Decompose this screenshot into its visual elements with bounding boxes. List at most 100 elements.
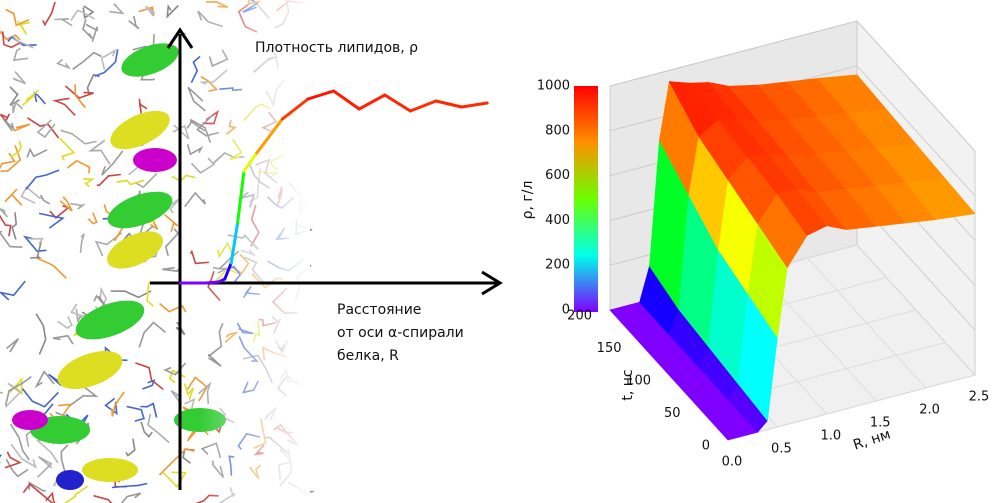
bond: [129, 16, 139, 29]
bond: [43, 2, 55, 25]
bond: [0, 231, 22, 247]
bond: [58, 316, 72, 328]
bond: [38, 457, 52, 478]
bond: [167, 6, 178, 17]
bond: [0, 455, 1, 464]
bond: [163, 472, 185, 487]
bond: [26, 170, 59, 189]
bond: [5, 189, 22, 205]
curve-segment: [385, 95, 411, 111]
bond: [109, 4, 122, 14]
y-tick-label: 150: [597, 341, 622, 356]
x-tick-label: 2.5: [969, 390, 990, 405]
bond: [8, 37, 37, 45]
bond: [11, 444, 35, 467]
bond: [14, 124, 30, 131]
bond: [71, 10, 95, 20]
density-label: Плотность липидов, ρ: [255, 40, 418, 56]
helix: [12, 37, 226, 490]
figure: Плотность липидов, ρ Расстояние от оси α…: [0, 0, 992, 503]
bond: [94, 496, 120, 503]
curve-segment: [462, 103, 488, 107]
z-tick-label: 1000: [537, 79, 570, 94]
bond: [142, 380, 154, 389]
bond: [0, 389, 3, 400]
curve-segment: [308, 91, 334, 99]
bond: [67, 161, 89, 174]
bond: [127, 407, 144, 422]
bond: [102, 151, 123, 175]
y-tick-label: 50: [664, 406, 681, 421]
bond: [61, 130, 97, 144]
bond: [7, 339, 19, 352]
bond: [83, 19, 92, 38]
curve-segment: [359, 95, 385, 109]
bond: [148, 414, 169, 443]
bond: [23, 484, 55, 503]
bond: [188, 144, 202, 154]
bond: [0, 145, 20, 171]
bond: [126, 439, 135, 456]
bond: [46, 493, 61, 503]
bond: [35, 93, 46, 104]
bond: [135, 174, 157, 188]
bond: [1, 281, 25, 300]
bond: [135, 363, 163, 389]
bond: [69, 387, 96, 406]
bond: [102, 51, 115, 70]
bond: [83, 179, 92, 187]
curve-segment: [436, 101, 462, 107]
x-tick-label: 0.0: [722, 455, 743, 470]
surface-plot: [610, 21, 975, 440]
bond: [139, 99, 147, 114]
bond: [111, 291, 152, 298]
bond: [53, 336, 73, 344]
bond: [91, 140, 110, 164]
bond: [166, 229, 178, 256]
bond: [58, 60, 69, 68]
x-tick-label: 2.0: [919, 403, 940, 418]
curve-segment: [206, 282, 219, 283]
bond: [147, 282, 153, 307]
bond: [61, 445, 68, 474]
x-tick-label: 0.5: [771, 442, 792, 457]
y-tick-label: 200: [567, 309, 592, 324]
curve-segment: [334, 91, 360, 109]
bond: [66, 86, 94, 98]
bond: [54, 19, 72, 26]
bond: [14, 48, 28, 60]
colorbar: [574, 86, 598, 312]
bond: [73, 53, 102, 70]
bond: [13, 72, 25, 84]
bond: [37, 258, 66, 278]
bond: [60, 138, 74, 160]
bond: [160, 304, 186, 313]
bond: [141, 422, 152, 437]
r-axis-label: R, нм: [851, 426, 892, 453]
curve-segment: [410, 101, 436, 111]
fade: [200, 0, 310, 503]
bond: [41, 195, 50, 204]
bond: [22, 187, 41, 203]
bond: [97, 175, 121, 186]
bond: [117, 180, 145, 184]
x-tick-label: 1.0: [820, 429, 841, 444]
bond: [3, 119, 14, 131]
bond: [112, 484, 147, 488]
bond: [10, 87, 20, 105]
bond: [0, 209, 7, 217]
z-tick-label: 200: [545, 258, 570, 273]
bond: [70, 204, 84, 209]
bond: [37, 372, 55, 387]
bond: [121, 493, 141, 503]
distance-label: Расстояние: [337, 302, 421, 318]
bond: [55, 98, 75, 115]
bond: [27, 150, 47, 158]
z-tick-label: 400: [545, 213, 570, 228]
bond: [162, 268, 178, 271]
z-tick-label: 800: [545, 123, 570, 138]
y-tick-label: 0: [702, 439, 710, 454]
bond: [164, 215, 177, 232]
distance-label: белка, R: [337, 348, 399, 364]
bond: [38, 120, 55, 137]
